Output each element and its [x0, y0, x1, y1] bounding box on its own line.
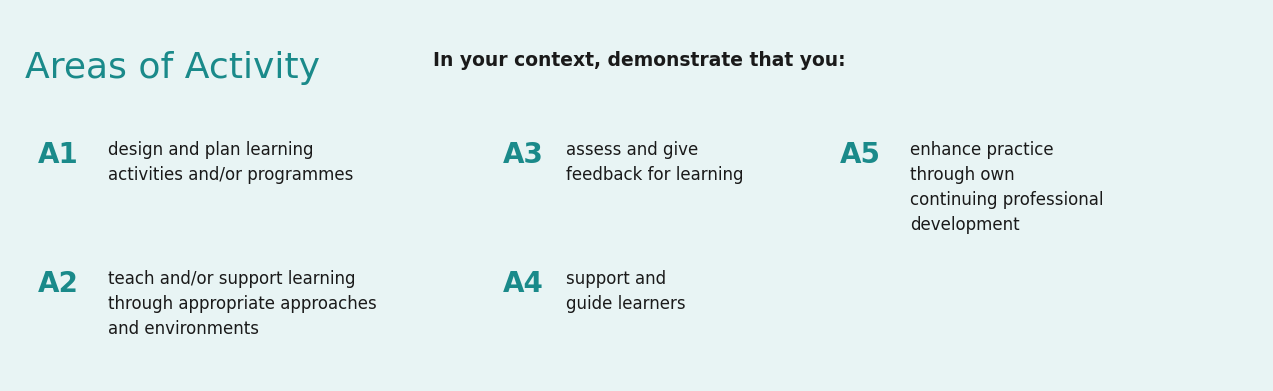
Text: design and plan learning
activities and/or programmes: design and plan learning activities and/…: [108, 141, 354, 184]
Text: A1: A1: [38, 141, 79, 169]
Text: support and
guide learners: support and guide learners: [566, 270, 686, 313]
Text: In your context, demonstrate that you:: In your context, demonstrate that you:: [433, 51, 845, 70]
Text: A2: A2: [38, 270, 79, 298]
Text: assess and give
feedback for learning: assess and give feedback for learning: [566, 141, 743, 184]
Text: teach and/or support learning
through appropriate approaches
and environments: teach and/or support learning through ap…: [108, 270, 377, 338]
Text: A5: A5: [840, 141, 881, 169]
Text: A4: A4: [503, 270, 544, 298]
Text: enhance practice
through own
continuing professional
development: enhance practice through own continuing …: [910, 141, 1104, 234]
Text: Areas of Activity: Areas of Activity: [25, 51, 321, 85]
Text: A3: A3: [503, 141, 544, 169]
